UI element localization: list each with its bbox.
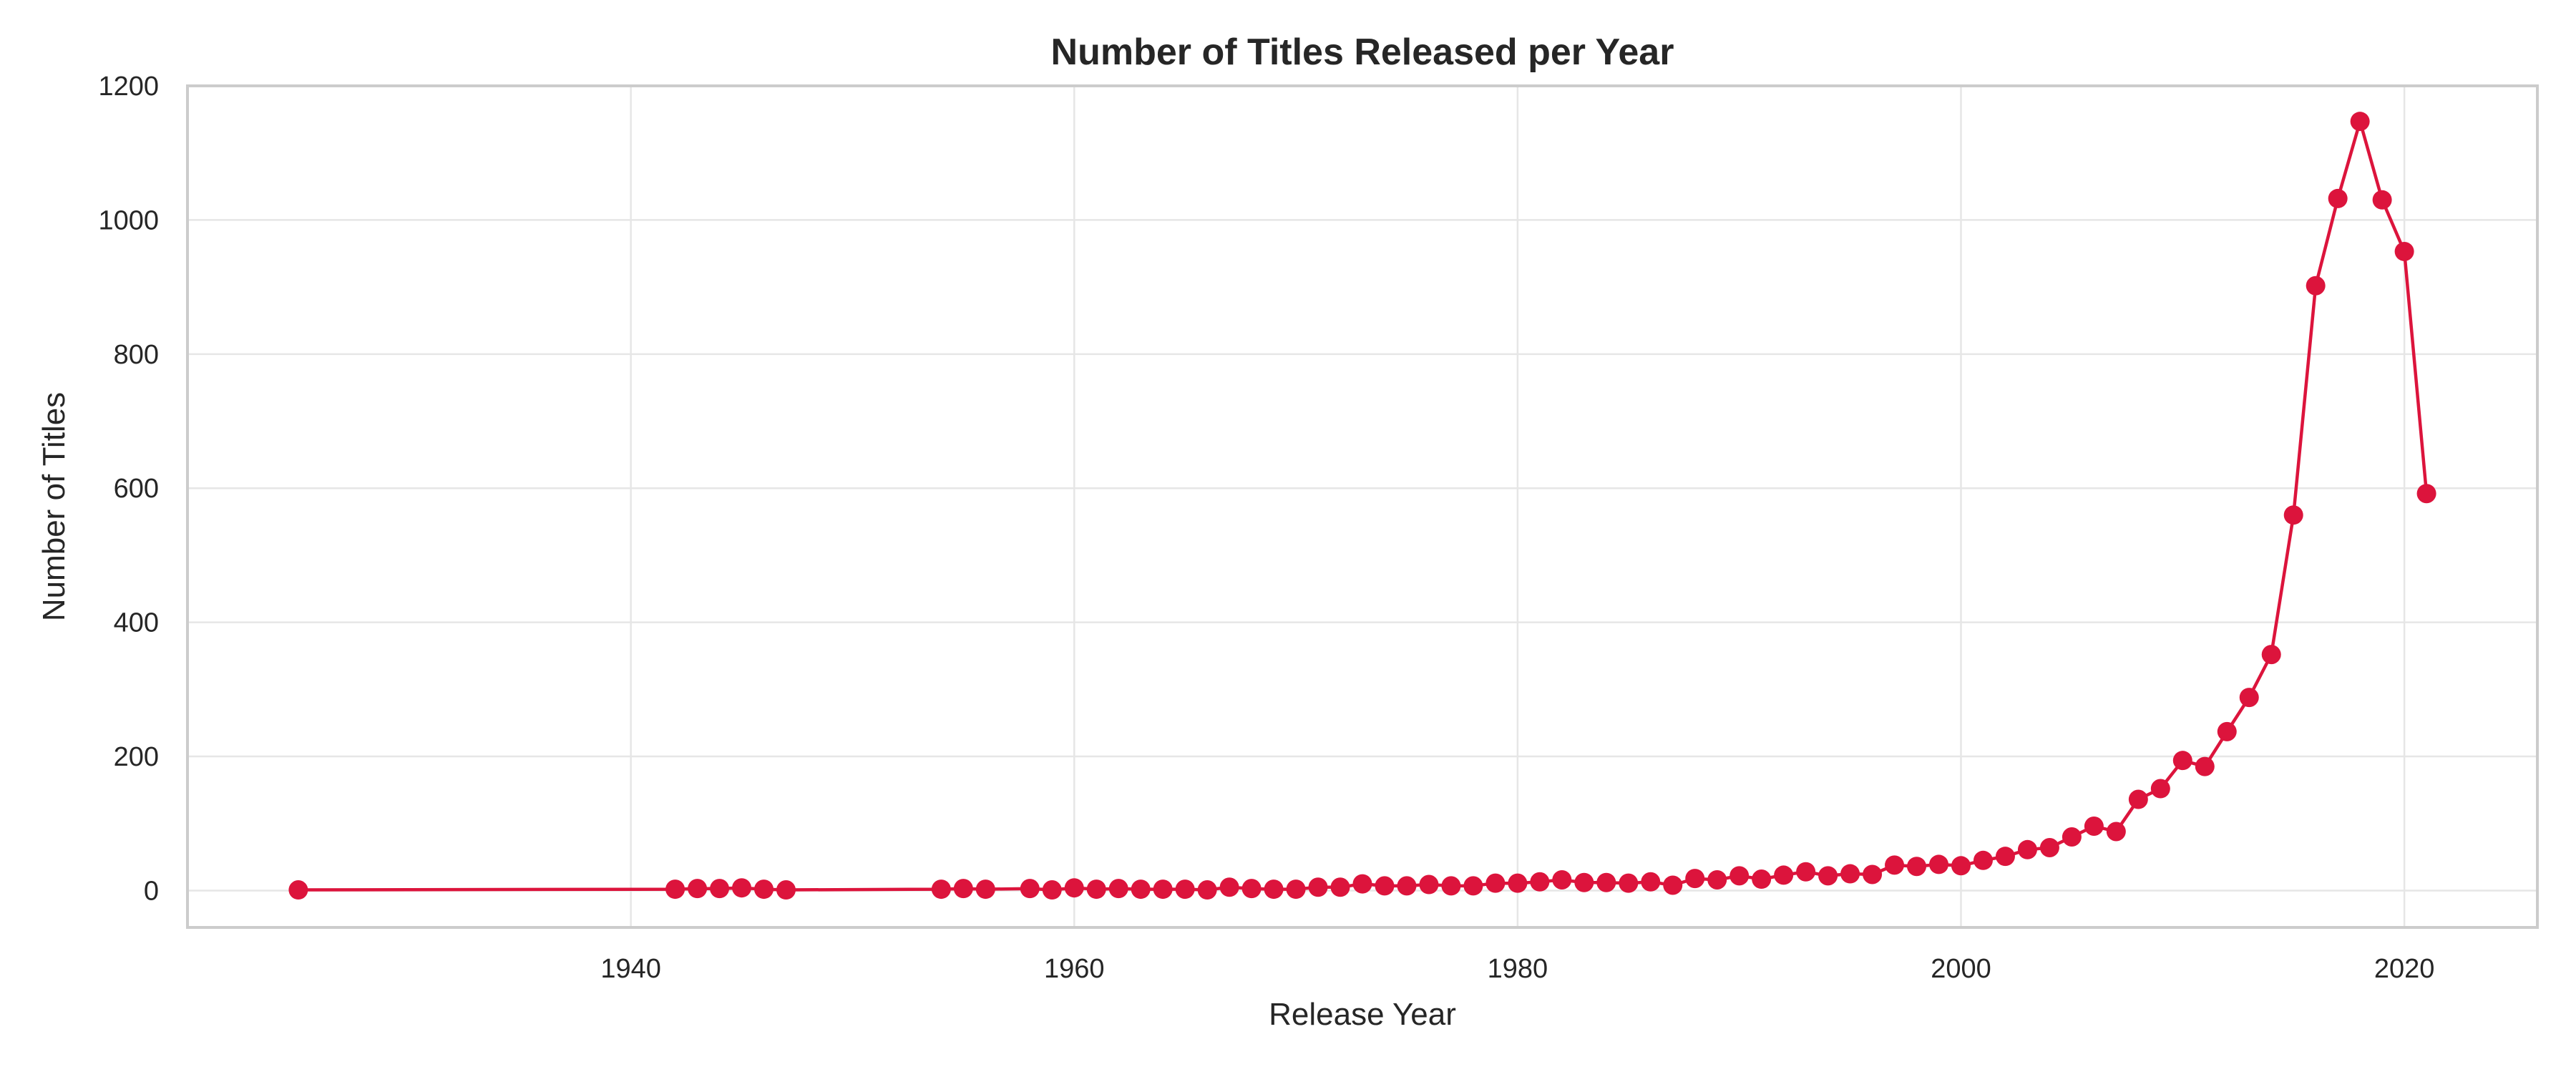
x-tick-label: 1980: [1488, 954, 1548, 984]
y-tick-label: 1000: [98, 205, 159, 235]
data-point: [1219, 877, 1239, 897]
data-point: [288, 880, 308, 900]
data-point: [1264, 879, 1284, 900]
data-point: [1375, 876, 1395, 896]
plot-frame: [186, 84, 2539, 929]
data-point: [1153, 879, 1173, 900]
data-point: [1042, 880, 1062, 900]
x-tick-label: 2020: [2374, 954, 2435, 984]
data-point: [975, 879, 995, 900]
data-point: [2372, 190, 2392, 210]
data-point: [1863, 864, 1883, 884]
data-point: [2039, 837, 2059, 857]
data-point: [776, 880, 796, 900]
x-tick-label: 1940: [600, 954, 661, 984]
data-point: [1131, 879, 1151, 900]
y-axis-label: Number of Titles: [36, 392, 72, 621]
x-tick-label: 2000: [1931, 954, 1991, 984]
data-point: [1108, 879, 1128, 899]
y-tick-label: 400: [114, 608, 159, 638]
data-point: [2195, 756, 2215, 776]
data-point: [1796, 862, 1816, 882]
data-point: [1907, 857, 1927, 877]
data-point: [1818, 866, 1838, 886]
data-point: [1729, 866, 1750, 886]
data-point: [1064, 878, 1084, 898]
data-point: [1308, 877, 1328, 897]
y-tick-label: 0: [144, 876, 159, 906]
data-point: [754, 879, 774, 900]
x-axis-label: Release Year: [1269, 997, 1456, 1032]
data-point: [1752, 869, 1772, 890]
data-point: [2350, 112, 2370, 132]
y-tick-label: 200: [114, 742, 159, 772]
data-point: [1197, 880, 1217, 900]
chart-title: Number of Titles Released per Year: [1051, 31, 1674, 73]
data-point: [2128, 789, 2148, 809]
x-tick-label: 1960: [1044, 954, 1105, 984]
data-point: [1020, 879, 1040, 899]
data-point: [1951, 856, 1971, 876]
data-point: [2328, 188, 2348, 208]
data-point: [1552, 869, 1572, 890]
data-point: [1419, 874, 1439, 895]
data-point: [1707, 869, 1727, 890]
data-point: [2394, 241, 2414, 261]
y-tick-label: 600: [114, 474, 159, 504]
data-point: [1463, 876, 1483, 896]
data-point: [2261, 645, 2281, 665]
data-point: [710, 879, 730, 899]
data-point: [931, 879, 951, 900]
data-point: [1973, 850, 1993, 870]
data-point: [1352, 874, 1372, 894]
tick-labels: 1940 1960 1980 2000 2020 0 200 400 600 800 1000 120…: [98, 72, 2434, 984]
data-point: [2084, 817, 2104, 837]
data-point: [2172, 751, 2192, 771]
data-point: [1619, 873, 1639, 893]
data-point: [1685, 869, 1705, 889]
data-point: [2017, 839, 2037, 859]
data-point: [1441, 876, 1461, 896]
data-point: [2283, 505, 2303, 525]
data-point: [1286, 879, 1306, 900]
data-point: [1508, 873, 1528, 893]
data-point: [2306, 276, 2326, 296]
data-point: [1175, 879, 1195, 900]
data-point: [1530, 872, 1550, 892]
data-point: [953, 879, 973, 899]
data-point: [665, 879, 686, 900]
data-point: [1485, 873, 1506, 893]
data-point: [2239, 688, 2259, 708]
data-point: [688, 879, 708, 899]
data-point: [2062, 827, 2082, 847]
data-point: [1641, 872, 1661, 892]
data-point: [1086, 879, 1106, 900]
data-point: [2416, 484, 2436, 504]
series-layer: [288, 112, 2436, 900]
data-point: [2106, 822, 2126, 842]
data-point: [1330, 877, 1350, 897]
data-point: [1241, 879, 1262, 899]
data-point: [1774, 865, 1794, 885]
data-point: [1995, 847, 2015, 867]
y-tick-label: 800: [114, 340, 159, 370]
data-point: [1663, 875, 1683, 895]
data-point: [732, 878, 752, 898]
data-point: [2150, 779, 2170, 799]
data-point: [1596, 872, 1616, 892]
data-point: [1574, 872, 1594, 892]
data-point: [2217, 721, 2237, 741]
gridlines: [187, 84, 2537, 927]
data-point: [1397, 876, 1417, 896]
series-line: [298, 115, 2429, 892]
data-point: [1885, 855, 1905, 875]
data-point: [1929, 854, 1949, 874]
data-point: [1840, 864, 1860, 884]
y-tick-label: 1200: [98, 72, 159, 102]
